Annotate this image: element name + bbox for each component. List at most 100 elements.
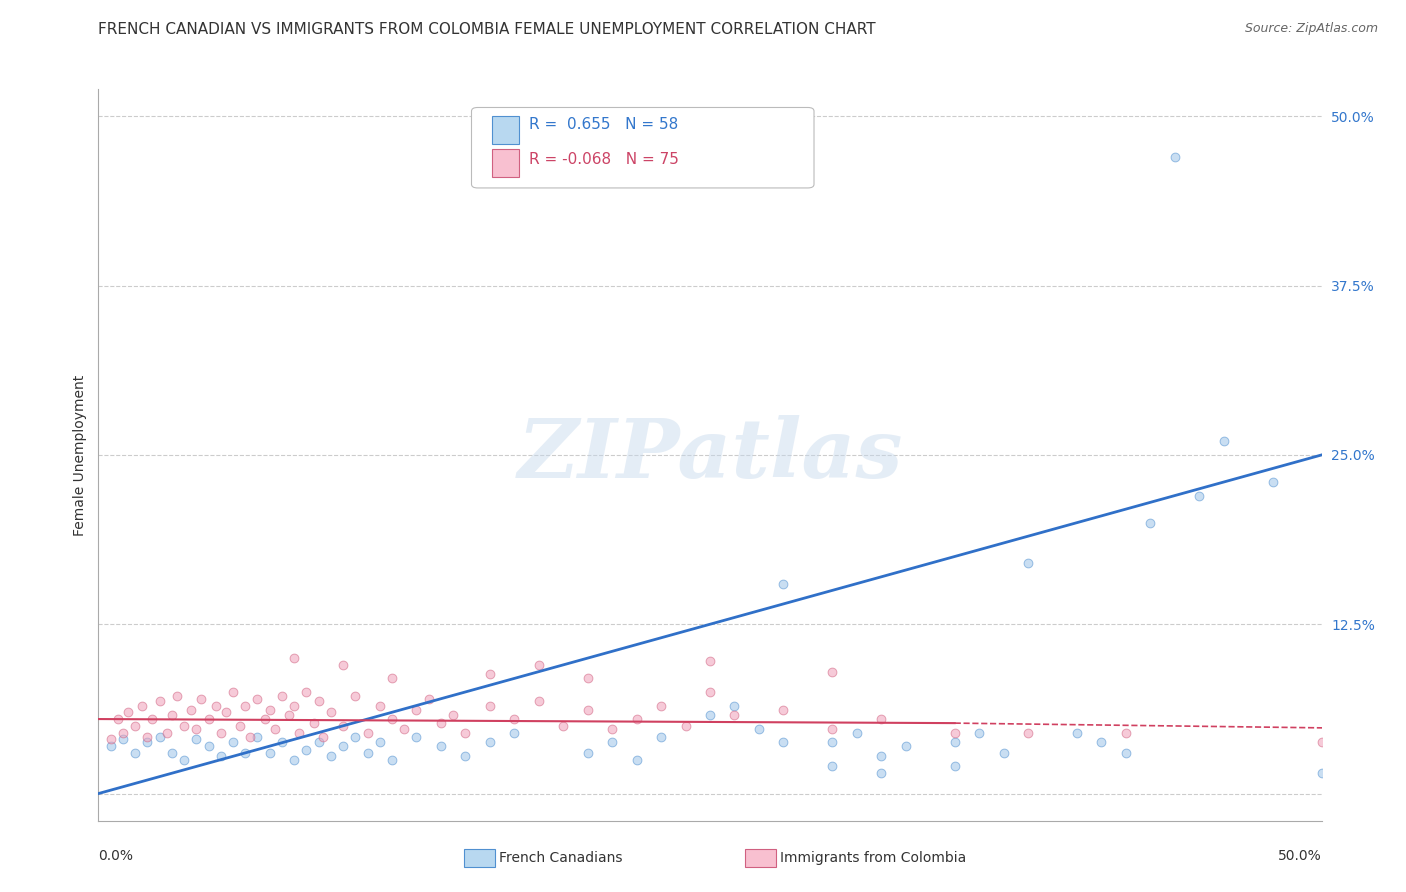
Point (1261, 475, 1284, 489)
Text: French Canadians: French Canadians (499, 851, 623, 865)
Point (821, 665, 844, 679)
Point (1139, 516, 1161, 530)
Point (180, 702, 202, 716)
Point (197, 739, 219, 753)
Point (332, 739, 354, 753)
Point (943, 725, 966, 739)
Point (381, 753, 404, 767)
Text: 0.0%: 0.0% (98, 849, 134, 863)
Point (553, 719, 575, 733)
Point (259, 702, 281, 716)
Text: R = -0.068   N = 75: R = -0.068 N = 75 (529, 152, 679, 167)
Point (503, 712, 526, 726)
Point (430, 716, 453, 731)
Point (136, 730, 159, 744)
Y-axis label: Female Unemployment: Female Unemployment (73, 375, 87, 535)
Point (344, 689, 367, 703)
Point (650, 730, 672, 744)
Point (723, 698, 745, 713)
Point (332, 719, 354, 733)
FancyBboxPatch shape (471, 108, 814, 188)
Point (576, 702, 599, 716)
Point (845, 725, 868, 739)
Point (160, 746, 183, 760)
Point (190, 691, 212, 706)
Point (246, 730, 269, 744)
Point (229, 719, 252, 733)
Point (821, 735, 844, 749)
Point (650, 698, 672, 713)
Point (149, 694, 172, 708)
Point (723, 708, 745, 723)
Point (405, 730, 427, 744)
Text: 50.0%: 50.0% (1278, 849, 1322, 863)
Point (600, 735, 623, 749)
Point (312, 730, 335, 744)
Point (209, 725, 232, 739)
Point (302, 716, 325, 731)
Point (1066, 725, 1088, 739)
Text: FRENCH CANADIAN VS IMMIGRANTS FROM COLOMBIA FEMALE UNEMPLOYMENT CORRELATION CHAR: FRENCH CANADIAN VS IMMIGRANTS FROM COLOM… (98, 22, 876, 37)
Point (270, 689, 294, 703)
Point (478, 667, 501, 681)
Point (173, 719, 195, 733)
Point (626, 753, 648, 767)
Point (308, 694, 330, 708)
Point (418, 691, 440, 706)
Point (344, 730, 367, 744)
Point (156, 725, 179, 739)
Point (356, 725, 378, 739)
Point (675, 719, 697, 733)
Point (870, 748, 893, 763)
Point (1188, 489, 1211, 503)
Point (263, 722, 285, 736)
Point (454, 748, 477, 763)
Point (1310, 766, 1333, 780)
Point (392, 722, 416, 736)
Point (222, 735, 245, 749)
Text: Immigrants from Colombia: Immigrants from Colombia (780, 851, 966, 865)
Point (209, 748, 232, 763)
Point (478, 698, 501, 713)
Point (319, 706, 342, 720)
Point (111, 725, 134, 739)
Point (699, 685, 721, 699)
Point (381, 712, 404, 726)
Point (253, 712, 276, 726)
Point (124, 746, 146, 760)
Point (943, 735, 966, 749)
Point (136, 735, 159, 749)
Point (1017, 725, 1039, 739)
Point (100, 739, 122, 753)
Point (441, 708, 464, 723)
Point (117, 706, 139, 720)
Point (368, 735, 391, 749)
Text: ZIPatlas: ZIPatlas (517, 415, 903, 495)
Point (288, 725, 311, 739)
Point (527, 657, 550, 672)
Point (197, 712, 219, 726)
Point (149, 730, 172, 744)
Point (626, 712, 648, 726)
Point (295, 743, 318, 757)
Point (259, 746, 281, 760)
Point (870, 766, 893, 780)
Point (381, 672, 404, 686)
Point (1310, 735, 1333, 749)
Point (405, 702, 427, 716)
Point (576, 746, 599, 760)
Point (173, 753, 195, 767)
Point (270, 735, 294, 749)
Point (748, 722, 770, 736)
Point (699, 708, 721, 723)
Point (233, 746, 256, 760)
Bar (492, 149, 519, 177)
Point (1164, 150, 1187, 164)
Point (295, 685, 318, 699)
Point (600, 722, 623, 736)
Point (699, 654, 721, 668)
Point (1360, 746, 1382, 760)
Point (107, 712, 129, 726)
Point (166, 689, 188, 703)
Point (894, 739, 917, 753)
